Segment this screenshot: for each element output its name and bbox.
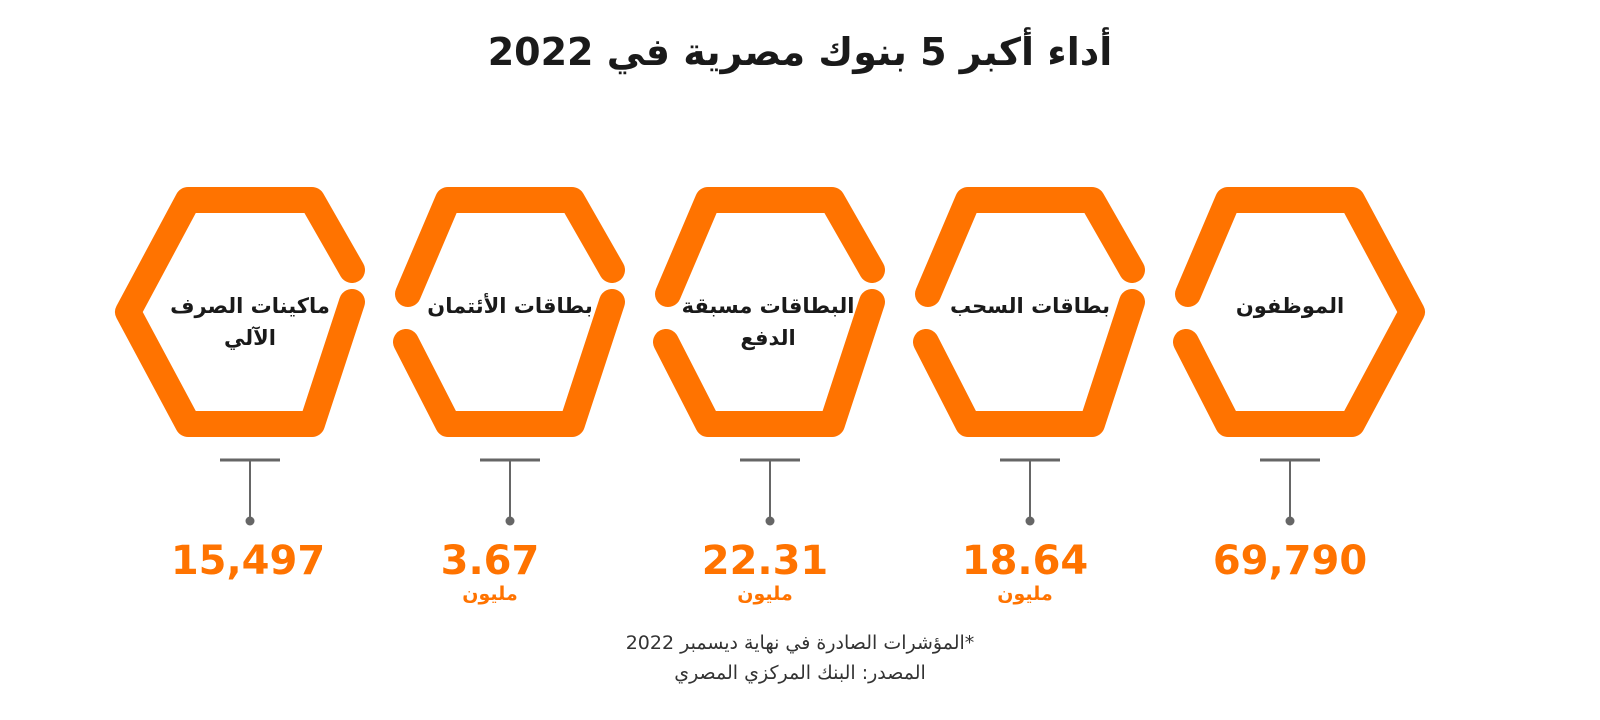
stem-dot-1 xyxy=(1285,516,1295,526)
hexagon-outline-3 xyxy=(653,187,885,437)
hexagon-outline-2 xyxy=(913,187,1145,437)
value-credit-cards: 3.67 xyxy=(440,538,540,584)
footnote-source: المصدر: البنك المركزي المصري xyxy=(674,662,926,684)
hexagon-outline-4 xyxy=(393,187,625,437)
unit-4: مليون xyxy=(462,583,518,605)
label-line-1: بطاقات الأئتمان xyxy=(427,294,593,318)
page-title: أداء أكبر 5 بنوك مصرية في 2022 xyxy=(487,30,1113,74)
value-employees: 69,790 xyxy=(1212,538,1368,584)
stem-dot-4 xyxy=(505,516,515,526)
label-line-2: الآلي xyxy=(224,326,276,350)
stem-dot-3 xyxy=(765,516,775,526)
value-prepaid-cards: 22.31 xyxy=(701,538,829,584)
hexagon-label-3: البطاقات مسبقة الدفع xyxy=(668,290,868,354)
unit-3: مليون xyxy=(737,583,793,605)
label-line-1: ماكينات الصرف xyxy=(170,294,330,318)
hexagon-label-5: ماكينات الصرف الآلي xyxy=(150,290,350,354)
hexagon-label-4: بطاقات الأئتمان xyxy=(410,290,610,322)
hexagon-outline-5 xyxy=(115,187,365,437)
hexagon-label-1: الموظفون xyxy=(1190,290,1390,322)
value-atms: 15,497 xyxy=(170,538,326,584)
label-line-1: الموظفون xyxy=(1235,294,1345,318)
footnote-note: *المؤشرات الصادرة في نهاية ديسمبر 2022 xyxy=(625,632,975,654)
stem-dot-2 xyxy=(1025,516,1035,526)
hexagon-label-2: بطاقات السحب xyxy=(930,290,1130,322)
stem-dot-5 xyxy=(245,516,255,526)
label-line-1: البطاقات مسبقة xyxy=(681,294,855,318)
unit-2: مليون xyxy=(997,583,1053,605)
label-line-2: الدفع xyxy=(740,326,796,350)
hexagon-outline-1 xyxy=(1173,187,1425,437)
label-line-1: بطاقات السحب xyxy=(949,294,1111,318)
value-debit-cards: 18.64 xyxy=(961,538,1089,584)
